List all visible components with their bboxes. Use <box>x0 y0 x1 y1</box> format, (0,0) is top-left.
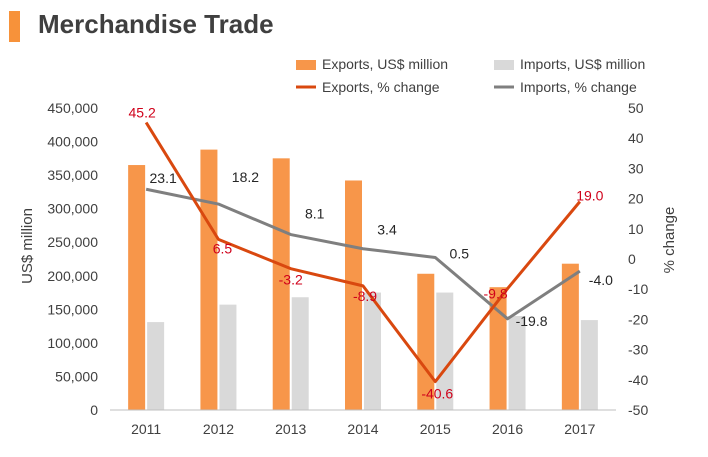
x-tick-label: 2011 <box>131 421 161 437</box>
right-y-tick-label: 30 <box>628 160 644 176</box>
right-y-tick-label: -10 <box>628 281 648 297</box>
right-y-tick-label: -20 <box>628 311 648 327</box>
right-y-tick-label: -30 <box>628 342 648 358</box>
right-y-tick-label: -40 <box>628 372 648 388</box>
imports-bar <box>147 322 165 410</box>
right-y-tick-label: 10 <box>628 221 644 237</box>
legend-label-imports: Imports, US$ million <box>520 56 645 72</box>
right-y-tick-label: 0 <box>628 251 636 267</box>
legend-label-exports: Exports, US$ million <box>322 56 448 72</box>
imports-bar <box>436 292 454 410</box>
left-y-tick-label: 450,000 <box>47 100 98 116</box>
left-y-tick-label: 350,000 <box>47 167 98 183</box>
left-y-tick-label: 400,000 <box>47 134 98 150</box>
left-y-tick-label: 0 <box>90 402 98 418</box>
left-y-tick-label: 300,000 <box>47 201 98 217</box>
title-accent-bar <box>9 11 20 42</box>
imports-change-label: -4.0 <box>589 272 613 288</box>
exports-bar <box>489 287 507 410</box>
exports-change-label: 45.2 <box>129 104 156 120</box>
left-y-tick-label: 200,000 <box>47 268 98 284</box>
imports-bar <box>364 292 381 410</box>
imports-change-label: 18.2 <box>232 169 259 185</box>
imports-bar <box>508 316 526 410</box>
legend-label-exports-change: Exports, % change <box>322 79 440 95</box>
imports-bar <box>219 304 237 410</box>
right-y-tick-label: 20 <box>628 191 644 207</box>
imports-change-label: 0.5 <box>450 245 470 261</box>
exports-change-label: -3.2 <box>279 272 303 288</box>
right-axis-title: % change <box>661 207 678 274</box>
chart-title: Merchandise Trade <box>38 9 274 39</box>
left-axis-title: US$ million <box>19 208 36 284</box>
imports-change-label: 3.4 <box>377 222 397 238</box>
right-y-tick-label: 50 <box>628 100 644 116</box>
left-y-tick-label: 50,000 <box>55 368 98 384</box>
exports-bar <box>272 158 290 410</box>
exports-change-label: -9.8 <box>484 286 508 302</box>
exports-change-label: 19.0 <box>576 188 603 204</box>
exports-change-label: -8.9 <box>353 288 377 304</box>
exports-bar <box>561 263 579 410</box>
exports-bar <box>128 165 146 410</box>
x-tick-label: 2017 <box>564 421 595 437</box>
imports-change-label: 23.1 <box>150 170 177 186</box>
left-y-tick-label: 250,000 <box>47 234 98 250</box>
imports-bar <box>291 297 309 410</box>
exports-bar <box>200 149 218 410</box>
x-tick-label: 2016 <box>492 421 523 437</box>
legend-label-imports-change: Imports, % change <box>520 79 637 95</box>
imports-change-label: 8.1 <box>305 206 325 222</box>
left-y-tick-label: 150,000 <box>47 301 98 317</box>
x-tick-label: 2012 <box>203 421 234 437</box>
exports-bar <box>345 180 362 410</box>
x-tick-label: 2013 <box>275 421 306 437</box>
x-tick-label: 2015 <box>420 421 451 437</box>
legend-swatch-imports <box>494 60 514 70</box>
left-y-tick-label: 100,000 <box>47 335 98 351</box>
x-tick-label: 2014 <box>347 421 378 437</box>
exports-change-label: -40.6 <box>421 386 453 402</box>
exports-change-line <box>144 121 582 384</box>
imports-change-label: -19.8 <box>516 313 548 329</box>
exports-change-label: 6.5 <box>213 240 233 256</box>
right-y-tick-label: 40 <box>628 130 644 146</box>
imports-bar <box>580 320 598 410</box>
right-y-tick-label: -50 <box>628 402 648 418</box>
imports-change-line <box>145 187 581 321</box>
legend-swatch-exports <box>296 60 316 70</box>
